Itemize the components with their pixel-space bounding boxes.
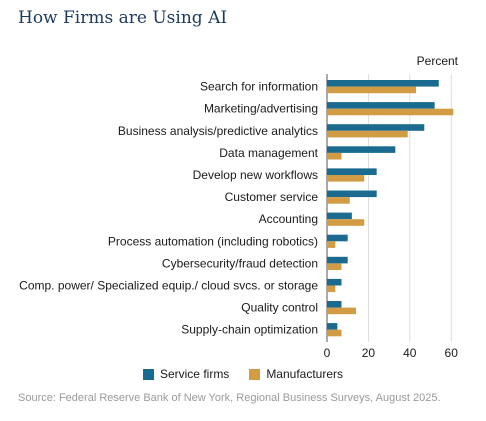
bar-manufacturers-search-for-information [327, 86, 417, 94]
category-label: Cybersecurity/fraud detection [162, 256, 318, 270]
bar-service-firms-customer-service [327, 190, 377, 198]
bar-service-firms-process-automation-including-robotics [327, 234, 348, 242]
bar-manufacturers-accounting [327, 219, 365, 226]
x-tick-label: 20 [362, 346, 376, 360]
legend-item-service-firms: Service firms [142, 367, 230, 381]
bar-manufacturers-comp-power-specialized-equip-cloud-svcs-or-storage [327, 285, 336, 293]
bar-manufacturers-data-management [327, 152, 342, 160]
bar-service-firms-comp-power-specialized-equip-cloud-svcs-or-storage [327, 278, 342, 286]
bar-manufacturers-quality-control [327, 307, 356, 315]
bar-service-firms-accounting [327, 212, 352, 220]
bar-service-firms-data-management [327, 146, 396, 153]
category-label: Comp. power/ Specialized equip./ cloud s… [19, 279, 318, 293]
category-label: Data management [219, 146, 318, 160]
bar-service-firms-marketing-advertising [327, 102, 435, 109]
legend-swatch-service-firms [142, 368, 154, 380]
bar-manufacturers-develop-new-workflows [327, 175, 365, 182]
x-tick-label: 60 [445, 346, 459, 360]
bar-manufacturers-marketing-advertising [327, 108, 454, 116]
bar-manufacturers-cybersecurity-fraud-detection [327, 263, 342, 270]
x-tick-label: 40 [403, 346, 417, 360]
category-label: Accounting [259, 212, 318, 226]
bar-manufacturers-process-automation-including-robotics [327, 241, 336, 248]
source-note: Source: Federal Reserve Bank of New York… [18, 392, 441, 404]
bar-service-firms-develop-new-workflows [327, 168, 377, 175]
legend-item-manufacturers: Manufacturers [249, 367, 343, 381]
bar-service-firms-supply-chain-optimization [327, 323, 338, 330]
category-label: Quality control [241, 301, 318, 315]
unit-label: Percent [417, 54, 459, 68]
legend-label-manufacturers: Manufacturers [266, 367, 344, 381]
category-label: Marketing/advertising [204, 102, 318, 116]
bar-manufacturers-supply-chain-optimization [327, 329, 342, 337]
category-label: Develop new workflows [193, 168, 318, 182]
bar-service-firms-cybersecurity-fraud-detection [327, 256, 348, 264]
bar-manufacturers-customer-service [327, 197, 350, 204]
legend-swatch-manufacturers [249, 368, 261, 380]
bar-manufacturers-business-analysis-predictive-analytics [327, 130, 408, 138]
x-tick-label: 0 [324, 346, 331, 360]
bar-service-firms-business-analysis-predictive-analytics [327, 124, 425, 131]
bar-service-firms-quality-control [327, 301, 342, 308]
category-label: Customer service [225, 190, 319, 204]
chart-title: How Firms are Using AI [18, 8, 228, 28]
category-label: Search for information [200, 80, 318, 94]
category-label: Supply-chain optimization [181, 323, 318, 337]
category-label: Process automation (including robotics) [108, 234, 318, 248]
bar-service-firms-search-for-information [327, 80, 439, 87]
category-label: Business analysis/predictive analytics [118, 124, 318, 138]
legend: Service firms Manufacturers [0, 367, 486, 381]
legend-label-service-firms: Service firms [159, 367, 230, 381]
